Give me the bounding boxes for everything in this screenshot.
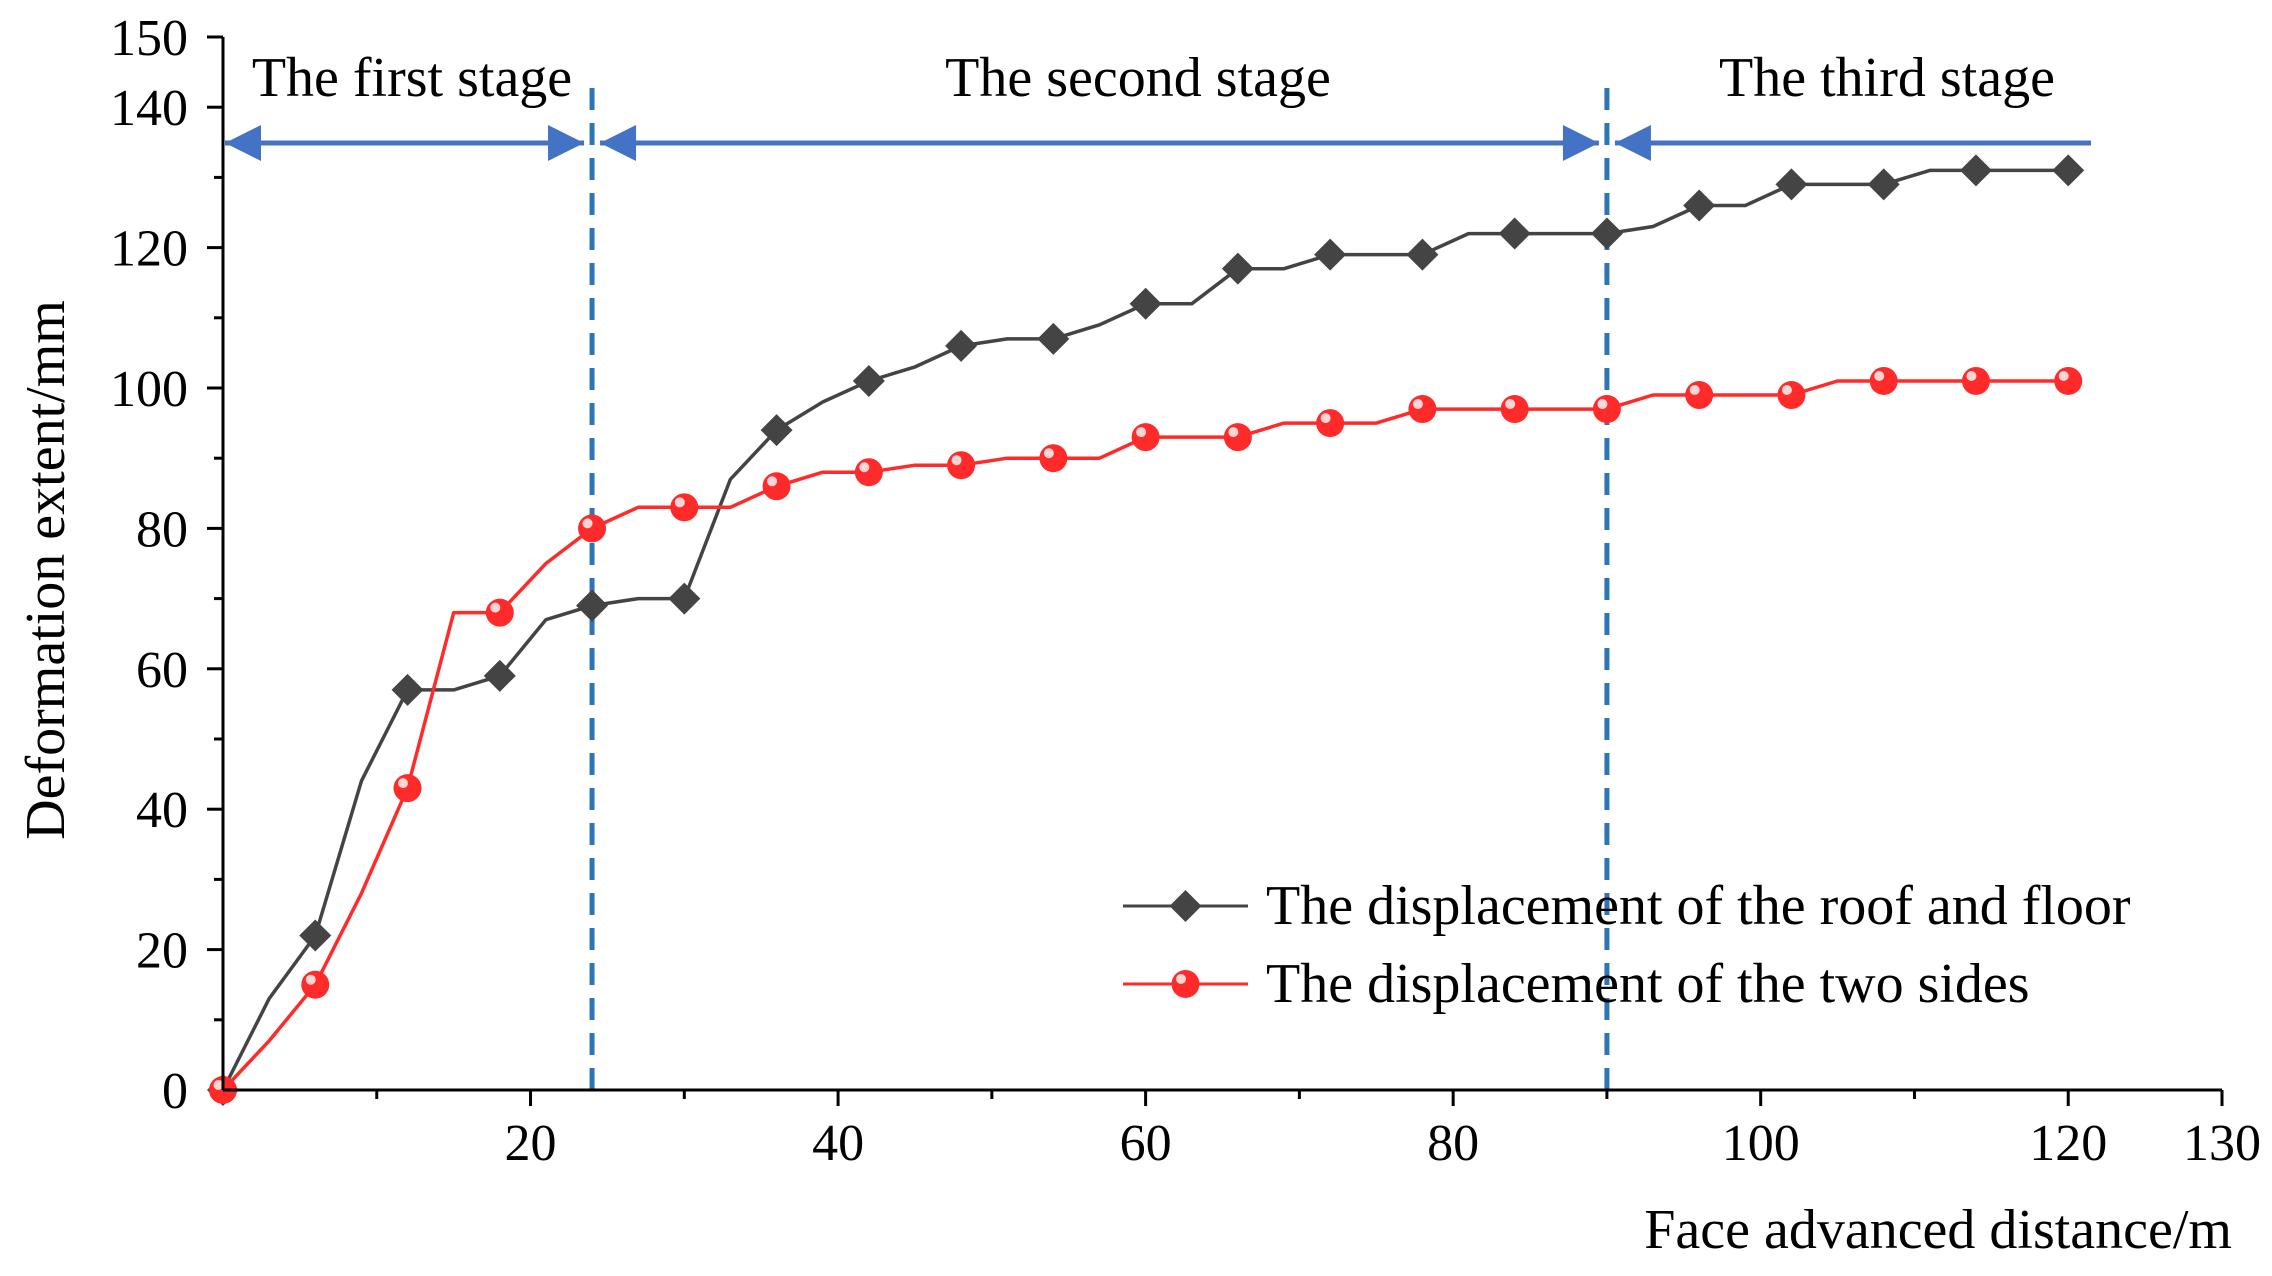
x-tick-label: 40 xyxy=(812,1115,864,1172)
data-point-highlight xyxy=(305,974,316,985)
data-point-two-sides xyxy=(578,514,607,543)
data-point-highlight xyxy=(674,497,685,508)
y-tick-label: 40 xyxy=(136,782,188,839)
data-point-two-sides xyxy=(1131,423,1160,452)
data-point-two-sides xyxy=(1223,423,1252,452)
x-tick-label: 100 xyxy=(1722,1115,1800,1172)
data-point-highlight xyxy=(213,1080,224,1090)
plot-area xyxy=(207,88,2091,1106)
x-tick-label: 130 xyxy=(2183,1115,2261,1172)
data-point-two-sides xyxy=(1039,444,1068,473)
y-tick-label: 150 xyxy=(110,10,188,67)
legend-marker-circle xyxy=(1171,970,1200,998)
data-point-two-sides xyxy=(1316,409,1345,438)
data-point-two-sides xyxy=(485,598,514,627)
data-point-highlight xyxy=(1597,399,1608,410)
data-point-roof-floor xyxy=(852,364,885,397)
stage-arrow-head-left xyxy=(225,125,261,161)
data-point-two-sides xyxy=(1961,366,1990,395)
data-point-highlight xyxy=(1966,370,1977,381)
data-point-highlight xyxy=(490,602,501,613)
data-point-highlight xyxy=(951,455,962,466)
x-tick-label: 120 xyxy=(2029,1115,2107,1172)
data-point-two-sides xyxy=(301,970,330,999)
legend-marker-diamond xyxy=(1169,890,1202,922)
data-point-two-sides xyxy=(854,458,883,487)
data-point-highlight xyxy=(1689,385,1700,396)
stage-label-second: The second stage xyxy=(945,47,1331,109)
data-point-two-sides xyxy=(1685,381,1714,410)
data-point-highlight xyxy=(859,462,870,473)
data-point-roof-floor xyxy=(1498,217,1531,250)
data-point-two-sides xyxy=(1777,381,1806,410)
data-point-roof-floor xyxy=(1867,168,1900,201)
data-point-roof-floor xyxy=(299,919,332,952)
data-point-roof-floor xyxy=(1406,238,1439,271)
x-axis-title: Face advanced distance/m xyxy=(1644,1199,2232,1261)
data-point-two-sides xyxy=(762,472,791,501)
stage-arrow-head-left xyxy=(600,125,637,161)
data-point-roof-floor xyxy=(760,414,793,447)
y-tick-label: 20 xyxy=(136,923,188,980)
legend-marker-highlight xyxy=(1176,974,1186,984)
data-point-highlight xyxy=(767,476,778,487)
data-point-roof-floor xyxy=(1314,238,1347,271)
data-point-highlight xyxy=(1505,399,1516,410)
data-point-roof-floor xyxy=(1590,217,1623,250)
stage-arrow-head-left xyxy=(1614,125,1651,161)
legend-label-two-sides: The displacement of the two sides xyxy=(1266,953,2030,1015)
data-point-roof-floor xyxy=(1221,252,1254,285)
legend-label-roof-floor: The displacement of the roof and floor xyxy=(1266,875,2131,937)
x-tick-label: 80 xyxy=(1427,1115,1479,1172)
data-point-roof-floor xyxy=(1037,322,1070,355)
data-point-highlight xyxy=(1320,413,1331,424)
data-point-highlight xyxy=(1412,399,1423,410)
y-tick-label: 140 xyxy=(110,80,188,137)
axes: 20 40 60 80 100 120 130 0 20 40 60 80 100 120 140 150 xyxy=(110,10,2261,1172)
y-axis-title: Deformation extent/mm xyxy=(15,300,77,840)
stage-arrow-head-right xyxy=(548,125,585,161)
data-point-highlight xyxy=(2058,370,2069,381)
y-tick-label: 100 xyxy=(110,361,188,418)
data-point-highlight xyxy=(1874,370,1885,381)
data-point-highlight xyxy=(398,778,409,789)
data-point-roof-floor xyxy=(391,673,424,706)
y-tick-label: 120 xyxy=(110,221,188,278)
data-point-highlight xyxy=(582,518,593,529)
data-point-highlight xyxy=(1781,385,1792,396)
data-point-roof-floor xyxy=(1683,189,1716,222)
data-point-two-sides xyxy=(393,774,422,803)
data-point-highlight xyxy=(1228,427,1239,438)
data-point-two-sides xyxy=(1500,395,1529,424)
data-point-highlight xyxy=(1136,427,1147,438)
data-point-two-sides xyxy=(1408,395,1437,424)
legend: The displacement of the roof and floor T… xyxy=(1123,875,2131,1015)
data-point-roof-floor xyxy=(576,589,609,622)
data-point-roof-floor xyxy=(945,329,978,362)
data-point-two-sides xyxy=(947,451,976,480)
stage-label-first: The first stage xyxy=(252,47,572,109)
data-point-roof-floor xyxy=(1959,154,1992,187)
data-point-two-sides xyxy=(2054,366,2083,395)
x-tick-label: 20 xyxy=(505,1115,557,1172)
data-point-two-sides xyxy=(670,493,699,522)
data-point-roof-floor xyxy=(2052,154,2085,187)
y-tick-label: 0 xyxy=(162,1063,188,1120)
data-point-two-sides xyxy=(1869,366,1898,395)
stage-arrow-head-right xyxy=(1562,125,1599,161)
y-tick-label: 80 xyxy=(136,501,188,558)
data-point-highlight xyxy=(1043,448,1054,459)
data-point-roof-floor xyxy=(1775,168,1808,201)
data-point-roof-floor xyxy=(483,659,516,692)
x-tick-label: 60 xyxy=(1120,1115,1172,1172)
stage-label-third: The third stage xyxy=(1719,47,2055,109)
data-point-two-sides xyxy=(1592,395,1621,424)
y-tick-label: 60 xyxy=(136,642,188,699)
data-point-roof-floor xyxy=(668,582,701,615)
data-point-roof-floor xyxy=(1129,287,1162,320)
